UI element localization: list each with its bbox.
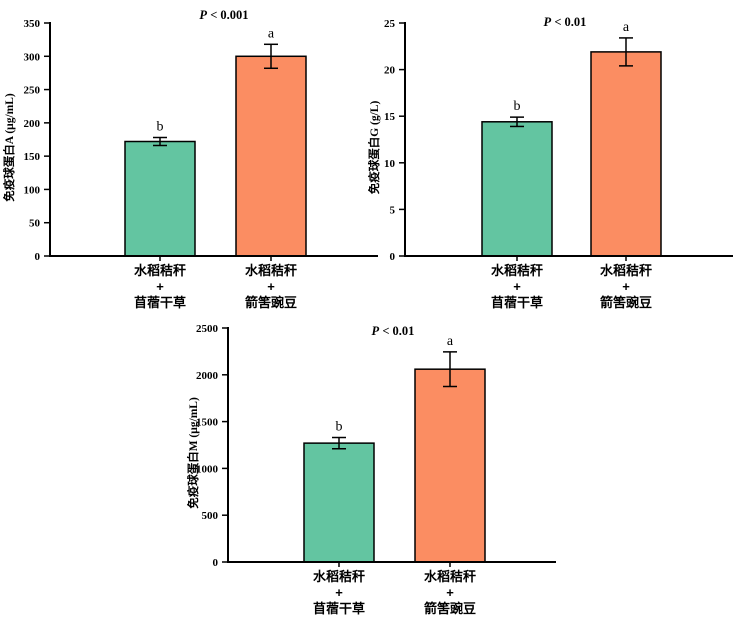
x-category-label: 水稻秸秆 [491,263,543,278]
y-axis-label: 免疫球蛋白A (μg/mL) [2,93,16,202]
bar-chart: b水稻秸秆+苜蓿干草a水稻秸秆+箭筈豌豆05010015020025030035… [2,8,378,310]
x-category-label: 水稻秸秆 [600,263,652,278]
y-tick-label: 10 [384,158,396,170]
chart-panel-igg: b 水稻秸秆 + 苜蓿干草 a 水稻秸秆 + 箭筈豌豆 0 5 10 15 20 25 免疫球蛋白G (g/… [367,0,737,313]
sig-letter: b [157,120,164,135]
y-tick-label: 50 [29,218,41,230]
x-category-label: 水稻秸秆 [245,263,297,278]
bar [235,55,307,257]
x-category-label: + [156,279,164,294]
chart-title: P < 0.01 [544,15,587,29]
y-tick-label: 300 [24,51,41,63]
y-tick-label: 25 [384,18,396,30]
x-category-label: 水稻秸秆 [424,569,476,584]
y-tick-label: 2500 [196,323,219,335]
bar [590,51,662,257]
x-category-label: + [446,585,454,600]
y-tick-label: 350 [24,18,41,30]
error-bar [332,436,346,450]
x-category-label: + [513,279,521,294]
y-axis-label: 免疫球蛋白G (g/L) [367,101,381,195]
error-bar [153,136,167,147]
sig-letter: a [623,20,630,35]
x-category-label: 箭筈豌豆 [424,601,476,616]
y-tick-label: 1000 [196,463,219,475]
chart-title: P < 0.001 [199,8,248,22]
x-category-label: 苜蓿干草 [313,601,365,616]
x-category-label: 水稻秸秆 [313,569,365,584]
x-category-label: 水稻秸秆 [134,263,186,278]
y-tick-label: 5 [390,204,396,216]
sig-letter: b [336,420,343,435]
y-tick-label: 15 [384,111,396,123]
chart-panel-igm: b 水稻秸秆 + 苜蓿干草 a 水稻秸秆 + 箭筈豌豆 0 500 1000 1500 2000 2500… [185,315,561,623]
bar [414,368,486,563]
y-tick-label: 1500 [196,417,219,429]
x-category-label: + [622,279,630,294]
y-tick-label: 2000 [196,370,219,382]
y-tick-label: 20 [384,65,396,77]
y-tick-label: 250 [24,85,41,97]
error-bar [264,43,278,70]
y-tick-label: 0 [390,251,396,263]
x-category-label: 箭筈豌豆 [600,295,652,310]
bar [303,442,375,563]
bar-chart: b水稻秸秆+苜蓿干草a水稻秸秆+箭筈豌豆05001000150020002500… [186,323,556,616]
y-tick-label: 100 [24,184,41,196]
x-category-label: + [267,279,275,294]
sig-letter: a [447,334,454,349]
y-tick-label: 500 [202,510,219,522]
error-bar [619,37,633,67]
y-tick-label: 200 [24,118,41,130]
sig-letter: b [514,99,521,114]
y-tick-label: 0 [213,557,219,569]
y-tick-label: 150 [24,151,41,163]
bar [124,140,196,257]
y-axis-label: 免疫球蛋白M (μg/mL) [186,397,200,509]
x-category-label: + [335,585,343,600]
x-category-label: 箭筈豌豆 [245,295,297,310]
chart-panel-iga: b 水稻秸秆 + 苜蓿干草 a 水稻秸秆 + 箭筈豌豆 0 50 100 150 200 250 300 35… [0,0,382,313]
error-bar [443,351,457,388]
error-bar [510,116,524,128]
bar [481,121,553,257]
x-category-label: 苜蓿干草 [491,295,543,310]
sig-letter: a [268,26,275,41]
y-tick-label: 0 [35,251,41,263]
chart-title: P < 0.01 [372,324,415,338]
x-category-label: 苜蓿干草 [134,295,186,310]
